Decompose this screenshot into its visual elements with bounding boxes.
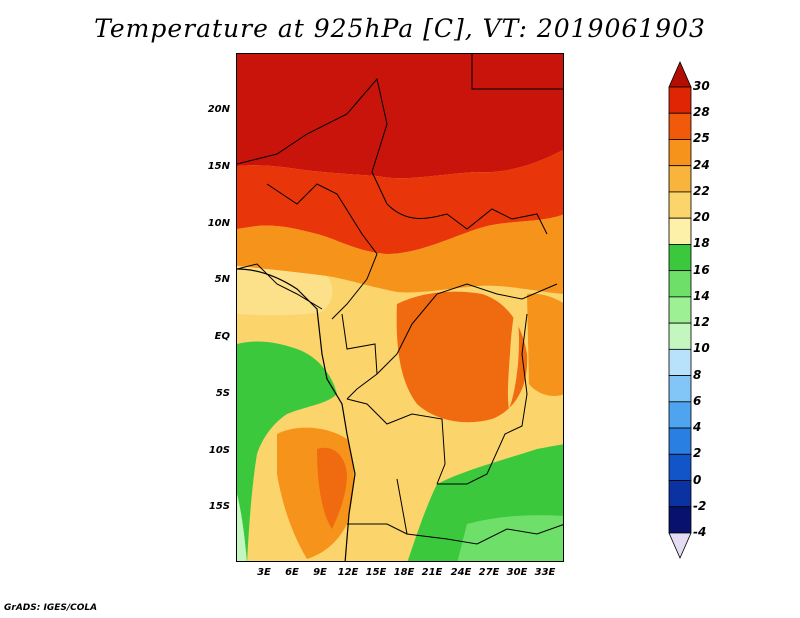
colorbar-label: 2	[693, 446, 702, 461]
colorbar-label: 6	[693, 393, 702, 408]
field-25	[237, 214, 563, 294]
colorbar-bottom-triangle	[668, 532, 692, 559]
colorbar-cell	[668, 191, 692, 219]
colorbar-top-triangle	[668, 61, 692, 88]
lat-label-15s: 15S	[208, 501, 230, 512]
field-25-center	[396, 291, 528, 423]
lon-label-3e: 3E	[257, 567, 271, 578]
colorbar-label: 24	[693, 157, 710, 172]
colorbar-cell	[668, 244, 692, 272]
colorbar-label: -2	[693, 498, 707, 513]
lon-label-24e: 24E	[450, 567, 472, 578]
colorbar-cell	[668, 217, 692, 245]
field-lake-tanganyika	[507, 309, 519, 409]
lat-label-20n: 20N	[207, 104, 230, 115]
lon-label-15e: 15E	[365, 567, 387, 578]
lat-label-10n: 10N	[207, 218, 230, 229]
map-title: Temperature at 925hPa [C], VT: 201906190…	[94, 14, 706, 43]
colorbar-cell	[668, 322, 692, 350]
colorbar-label: 28	[693, 105, 710, 120]
colorbar-label: 25	[693, 131, 710, 146]
lon-label-21e: 21E	[421, 567, 443, 578]
colorbar-cell	[668, 453, 692, 481]
colorbar-cell	[668, 86, 692, 114]
field-22-west	[237, 266, 333, 316]
map-field-svg	[237, 54, 563, 561]
lon-label-33e: 33E	[534, 567, 556, 578]
temperature-map	[236, 53, 564, 562]
colorbar-label: 16	[693, 262, 710, 277]
colorbar-cell	[668, 348, 692, 376]
field-25-angola	[317, 447, 347, 529]
country-borders	[237, 54, 563, 545]
lon-label-6e: 6E	[285, 567, 299, 578]
lat-label-10s: 10S	[208, 445, 230, 456]
colorbar-label: 0	[693, 472, 702, 487]
colorbar-label: 18	[693, 236, 710, 251]
lat-label-5s: 5S	[215, 388, 230, 399]
colorbar-label: 20	[693, 210, 710, 225]
colorbar	[668, 61, 692, 559]
colorbar-cell	[668, 112, 692, 140]
lon-label-18e: 18E	[393, 567, 415, 578]
field-24-east	[527, 293, 563, 396]
colorbar-label: 14	[693, 288, 710, 303]
lon-label-30e: 30E	[506, 567, 528, 578]
colorbar-cell	[668, 375, 692, 403]
colorbar-cell	[668, 296, 692, 324]
colorbar-label: 12	[693, 315, 710, 330]
lat-label-5n: 5N	[214, 274, 230, 285]
colorbar-label: 22	[693, 183, 710, 198]
colorbar-label: 30	[693, 79, 710, 93]
colorbar-label: 4	[693, 420, 702, 435]
grads-credit: GrADS: IGES/COLA	[4, 603, 98, 613]
lon-label-27e: 27E	[478, 567, 500, 578]
colorbar-cell	[668, 165, 692, 193]
colorbar-label: -4	[693, 525, 707, 539]
field-16-ocean	[237, 341, 337, 561]
field-14-southeast	[457, 515, 563, 561]
colorbar-cell	[668, 480, 692, 508]
colorbar-label: 8	[693, 367, 702, 382]
field-12-coast	[237, 494, 247, 561]
lat-label-15n: 15N	[207, 161, 230, 172]
lat-label-eq: EQ	[214, 331, 230, 342]
lon-label-9e: 9E	[313, 567, 327, 578]
colorbar-cell	[668, 139, 692, 167]
colorbar-cell	[668, 427, 692, 455]
field-30	[237, 54, 563, 179]
colorbar-label: 10	[693, 341, 710, 356]
field-28	[237, 150, 563, 254]
colorbar-cell	[668, 401, 692, 429]
coastline	[237, 268, 356, 561]
colorbar-cell	[668, 270, 692, 298]
colorbar-cell	[668, 506, 692, 534]
lon-label-12e: 12E	[337, 567, 359, 578]
